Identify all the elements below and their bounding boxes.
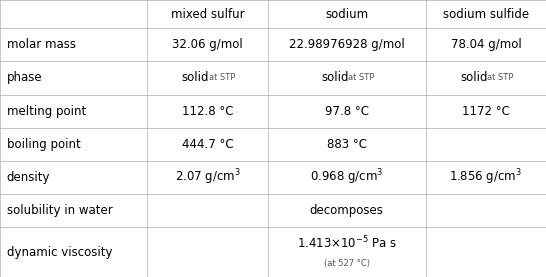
Text: 78.04 g/mol: 78.04 g/mol: [450, 38, 521, 51]
Text: solid: solid: [321, 71, 348, 84]
Text: boiling point: boiling point: [7, 138, 80, 151]
Text: solid: solid: [460, 71, 488, 84]
Text: solid: solid: [182, 71, 209, 84]
Text: 1.413$\times$10$^{-5}$ Pa s: 1.413$\times$10$^{-5}$ Pa s: [296, 235, 397, 252]
Text: at STP: at STP: [209, 73, 235, 83]
Text: 112.8 °C: 112.8 °C: [182, 105, 233, 118]
Text: mixed sulfur: mixed sulfur: [171, 7, 244, 20]
Text: 32.06 g/mol: 32.06 g/mol: [172, 38, 243, 51]
Text: solubility in water: solubility in water: [7, 204, 112, 217]
Text: 97.8 °C: 97.8 °C: [325, 105, 369, 118]
Text: at STP: at STP: [348, 73, 375, 83]
Text: sodium: sodium: [325, 7, 368, 20]
Text: 883 °C: 883 °C: [327, 138, 367, 151]
Text: melting point: melting point: [7, 105, 86, 118]
Text: phase: phase: [7, 71, 42, 84]
Text: density: density: [7, 171, 50, 184]
Text: (at 527 °C): (at 527 °C): [324, 258, 370, 268]
Text: dynamic viscosity: dynamic viscosity: [7, 246, 112, 259]
Text: 2.07 g/cm$^3$: 2.07 g/cm$^3$: [175, 168, 240, 187]
Text: 1.856 g/cm$^3$: 1.856 g/cm$^3$: [449, 168, 523, 187]
Text: sodium sulfide: sodium sulfide: [443, 7, 529, 20]
Text: 1172 °C: 1172 °C: [462, 105, 510, 118]
Text: 0.968 g/cm$^3$: 0.968 g/cm$^3$: [310, 168, 383, 187]
Text: 444.7 °C: 444.7 °C: [182, 138, 233, 151]
Text: 22.98976928 g/mol: 22.98976928 g/mol: [289, 38, 405, 51]
Text: molar mass: molar mass: [7, 38, 75, 51]
Text: decomposes: decomposes: [310, 204, 384, 217]
Text: at STP: at STP: [488, 73, 514, 83]
